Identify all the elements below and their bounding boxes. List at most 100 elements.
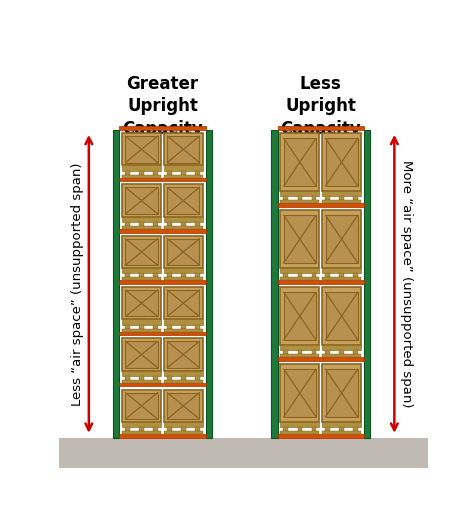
Bar xyxy=(125,171,130,175)
Bar xyxy=(284,138,316,186)
Bar xyxy=(353,274,358,277)
Bar xyxy=(119,178,206,181)
Bar xyxy=(125,187,158,214)
Bar xyxy=(164,226,203,229)
Text: Greater
Upright
Capacity: Greater Upright Capacity xyxy=(122,75,203,138)
Bar xyxy=(167,136,200,163)
Bar xyxy=(280,355,320,357)
Bar xyxy=(122,319,161,325)
Bar xyxy=(167,239,200,265)
Bar xyxy=(164,329,203,331)
Bar xyxy=(164,133,203,166)
Bar xyxy=(167,376,171,380)
Bar xyxy=(280,277,320,280)
Bar xyxy=(139,427,144,431)
Bar xyxy=(139,222,144,226)
Bar xyxy=(122,217,161,222)
Bar xyxy=(122,268,161,274)
Bar xyxy=(364,130,370,438)
Bar xyxy=(153,376,158,380)
Bar xyxy=(322,345,361,350)
Bar xyxy=(339,427,344,431)
Bar xyxy=(181,222,186,226)
Bar xyxy=(312,427,316,431)
Bar xyxy=(322,191,361,196)
Bar xyxy=(153,222,158,226)
Bar xyxy=(339,196,344,200)
Bar xyxy=(122,185,161,217)
Bar xyxy=(122,133,161,166)
Bar xyxy=(325,292,358,340)
Bar xyxy=(125,376,130,380)
Bar xyxy=(164,422,203,427)
Bar xyxy=(322,287,361,345)
Bar xyxy=(125,341,158,368)
Bar xyxy=(325,427,330,431)
Bar xyxy=(122,166,161,171)
Bar xyxy=(280,422,320,427)
Bar xyxy=(167,274,171,277)
Text: More “air space” (unsupported span): More “air space” (unsupported span) xyxy=(399,160,413,408)
Bar xyxy=(122,175,161,178)
Bar xyxy=(325,369,358,417)
Bar xyxy=(322,200,361,203)
Bar xyxy=(153,274,158,277)
Bar xyxy=(125,222,130,226)
Bar xyxy=(164,185,203,217)
Bar xyxy=(297,427,302,431)
Bar xyxy=(164,287,203,319)
Bar xyxy=(195,222,200,226)
Bar xyxy=(206,130,212,438)
Bar xyxy=(167,427,171,431)
Bar xyxy=(119,434,206,438)
Bar xyxy=(125,325,130,329)
Bar xyxy=(278,434,364,438)
Bar xyxy=(164,268,203,274)
Bar xyxy=(122,431,161,434)
Bar xyxy=(164,319,203,325)
Bar xyxy=(181,171,186,175)
Bar xyxy=(164,166,203,171)
Bar xyxy=(284,292,316,340)
Bar xyxy=(284,369,316,417)
Bar xyxy=(322,422,361,427)
Bar xyxy=(122,287,161,319)
Bar xyxy=(297,274,302,277)
Bar xyxy=(195,274,200,277)
Bar xyxy=(278,357,364,361)
Bar xyxy=(353,350,358,355)
Bar xyxy=(153,325,158,329)
Bar xyxy=(353,196,358,200)
Bar xyxy=(325,138,358,186)
Bar xyxy=(164,338,203,371)
Bar xyxy=(122,338,161,371)
Bar xyxy=(119,126,206,130)
Bar xyxy=(322,133,361,191)
Bar xyxy=(122,236,161,268)
Bar xyxy=(280,200,320,203)
Bar xyxy=(322,268,361,274)
Bar xyxy=(322,355,361,357)
Bar xyxy=(153,427,158,431)
Bar xyxy=(278,203,364,207)
Text: Less
Upright
Capacity: Less Upright Capacity xyxy=(280,75,361,138)
Bar xyxy=(139,325,144,329)
Bar xyxy=(284,215,316,263)
Bar xyxy=(195,325,200,329)
Bar xyxy=(322,364,361,422)
Bar xyxy=(280,133,320,191)
Bar xyxy=(297,350,302,355)
Bar xyxy=(167,171,171,175)
Bar xyxy=(322,431,361,434)
Bar xyxy=(139,376,144,380)
Bar xyxy=(167,341,200,368)
Bar xyxy=(284,427,288,431)
Bar xyxy=(125,392,158,419)
Bar xyxy=(164,431,203,434)
Bar xyxy=(167,290,200,317)
Bar xyxy=(167,325,171,329)
Bar xyxy=(195,171,200,175)
Bar xyxy=(122,422,161,427)
Bar xyxy=(353,427,358,431)
Bar xyxy=(119,280,206,284)
